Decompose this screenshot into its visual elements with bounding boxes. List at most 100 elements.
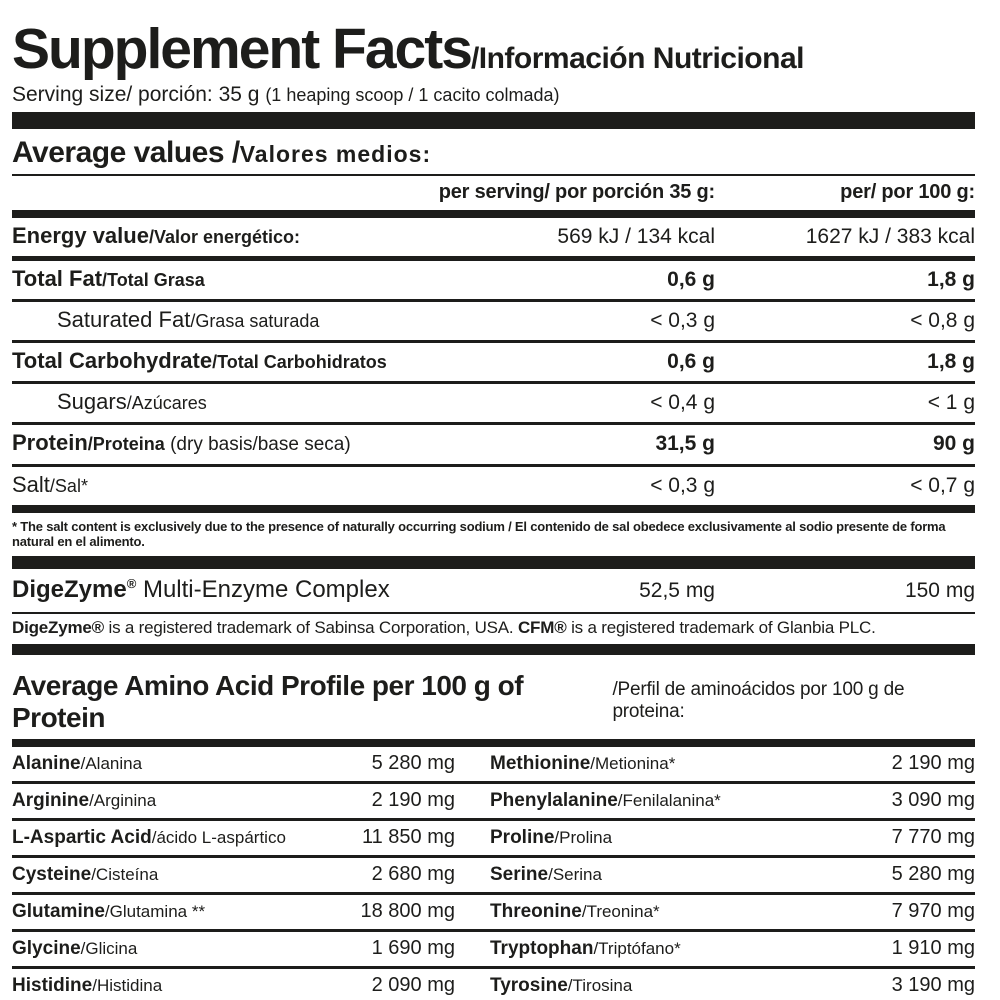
nutrient-row: Sugars/Azúcares < 0,4 g < 1 g: [12, 384, 975, 422]
digezyme-complex-text: Multi-Enzyme Complex: [136, 576, 390, 604]
nutrient-value-per-serving: < 0,3 g: [650, 474, 715, 498]
nutrient-value-per-serving: 0,6 g: [667, 350, 715, 374]
nutrient-value-per-100g: < 0,7 g: [910, 474, 975, 498]
nutrient-name-note: (dry basis/base seca): [164, 434, 351, 456]
amino-name-spanish: /Metionina*: [590, 754, 676, 774]
amino-name-left: Arginine/Arginina: [12, 790, 305, 812]
nutrient-name-english: Salt: [12, 472, 50, 498]
nutrient-name-english: Saturated Fat: [57, 307, 191, 333]
average-values-english: Average values /: [12, 136, 240, 170]
nutrient-value-per-serving: 569 kJ / 134 kcal: [557, 225, 715, 249]
amino-name-left: Alanine/Alanina: [12, 753, 305, 775]
amino-acid-table: Alanine/Alanina 5 280 mg Methionine/Metion…: [12, 747, 975, 1000]
nutrient-name-spanish: /Total Grasa: [102, 270, 205, 291]
nutrient-row: Saturated Fat/Grasa saturada < 0,3 g < 0,8…: [12, 302, 975, 340]
amino-name-english: Arginine: [12, 790, 90, 812]
amino-name-english: Methionine: [490, 753, 591, 775]
nutrient-row: Energy value/Valor energético: 569 kJ / 1…: [12, 218, 975, 256]
divider-rule: [12, 299, 975, 303]
amino-value-left: 18 800 mg: [360, 900, 455, 923]
divider-rule: [12, 818, 975, 822]
amino-row: Alanine/Alanina 5 280 mg Methionine/Metion…: [12, 747, 975, 781]
divider-rule: [12, 892, 975, 896]
divider-rule: [12, 174, 975, 177]
divider-rule: [12, 966, 975, 970]
amino-name-english: Serine: [490, 864, 549, 886]
amino-name-spanish: /Cisteína: [91, 865, 159, 885]
amino-name-english: Cysteine: [12, 864, 92, 886]
divider-rule: [12, 929, 975, 933]
amino-name-spanish: /Triptófano*: [593, 939, 681, 959]
trademark-digezyme: DigeZyme®: [12, 618, 104, 638]
nutrient-value-per-serving: 31,5 g: [655, 432, 715, 456]
amino-value-right: 7 970 mg: [891, 900, 975, 923]
nutrient-value-per-serving: 0,6 g: [667, 268, 715, 292]
nutrient-name-english: Sugars: [57, 389, 127, 415]
nutrient-name-english: Energy value: [12, 223, 149, 249]
divider-rule: [12, 340, 975, 344]
amino-name-spanish: /Tirosina: [567, 976, 633, 996]
amino-value-left: 2 680 mg: [371, 863, 455, 886]
salt-footnote: * The salt content is exclusively due to…: [12, 519, 946, 550]
average-values-heading: Average values / Valores medios:: [12, 129, 975, 174]
nutrient-name-english: Total Fat: [12, 266, 103, 292]
digezyme-brand: DigeZyme: [12, 576, 127, 604]
digezyme-value-per-serving: 52,5 mg: [639, 579, 715, 603]
amino-row: Arginine/Arginina 2 190 mg Phenylalanine/F…: [12, 784, 975, 818]
amino-row: Cysteine/Cisteína 2 680 mg Serine/Serina 5 …: [12, 858, 975, 892]
digezyme-row: DigeZyme® Multi-Enzyme Complex 52,5 mg 1…: [12, 569, 975, 612]
divider-bar: [12, 739, 975, 748]
trademark-text-2: is a registered trademark of Glanbia PLC…: [566, 618, 876, 638]
nutrient-name: Saturated Fat/Grasa saturada: [12, 308, 415, 333]
nutrient-value-per-100g: 1627 kJ / 383 kcal: [805, 225, 975, 249]
column-headers: per serving/ por porción 35 g: per/ por …: [12, 176, 975, 210]
amino-row: Glycine/Glicina 1 690 mg Tryptophan/Triptó…: [12, 932, 975, 966]
amino-name-english: Alanine: [12, 753, 81, 775]
serving-size-note: (1 heaping scoop / 1 cacito colmada): [265, 85, 560, 106]
amino-name-spanish: /Histidina: [92, 976, 163, 996]
amino-name-spanish: /Arginina: [89, 791, 157, 811]
nutrient-row: Total Carbohydrate/Total Carbohidratos 0,…: [12, 343, 975, 381]
amino-heading-spanish: /Perfil de aminoácidos por 100 g de prot…: [612, 679, 905, 723]
amino-name-spanish: /Treonina*: [581, 902, 660, 922]
amino-name-spanish: /Serina: [548, 865, 602, 885]
nutrient-name-english: Total Carbohydrate: [12, 348, 213, 374]
trademark-text-1: is a registered trademark of Sabinsa Cor…: [103, 618, 518, 638]
amino-name-spanish: /Prolina: [554, 828, 613, 848]
nutrient-value-per-serving: < 0,4 g: [650, 391, 715, 415]
amino-name-english: Glutamine: [12, 901, 105, 923]
registered-trademark-symbol: ®: [126, 576, 137, 592]
amino-name-right: Serine/Serina: [455, 864, 725, 886]
nutrient-name: Salt/Sal*: [12, 473, 415, 498]
amino-name-english: L-Aspartic Acid: [12, 827, 152, 849]
amino-row: Glutamine/Glutamina ** 18 800 mg Threonine…: [12, 895, 975, 929]
amino-value-right: 1 910 mg: [891, 937, 975, 960]
nutrient-row: Total Fat/Total Grasa 0,6 g 1,8 g: [12, 261, 975, 299]
amino-value-left: 2 190 mg: [371, 789, 455, 812]
nutrient-value-per-100g: < 1 g: [927, 391, 975, 415]
amino-value-left: 1 690 mg: [371, 937, 455, 960]
digezyme-name: DigeZyme® Multi-Enzyme Complex: [12, 576, 415, 604]
amino-name-english: Tyrosine: [490, 975, 568, 997]
divider-rule: [12, 855, 975, 859]
nutrition-table: Energy value/Valor energético: 569 kJ / 1…: [12, 218, 975, 505]
divider-rule: [12, 464, 975, 468]
amino-name-english: Histidine: [12, 975, 93, 997]
nutrient-value-per-100g: 1,8 g: [927, 350, 975, 374]
amino-name-left: Glutamine/Glutamina **: [12, 901, 305, 923]
amino-name-left: L-Aspartic Acid/ácido L-aspártico: [12, 827, 305, 849]
nutrient-name-spanish: /Total Carbohidratos: [212, 352, 387, 373]
trademark-cfm: CFM®: [517, 618, 567, 638]
amino-name-spanish: /Glicina: [80, 939, 138, 959]
amino-name-english: Proline: [490, 827, 555, 849]
trademark-line: DigeZyme® is a registered trademark of S…: [12, 614, 975, 644]
amino-name-spanish: /Glutamina **: [104, 902, 206, 922]
nutrient-row: Protein/Proteina (dry basis/base seca) 31…: [12, 425, 975, 464]
amino-name-english: Glycine: [12, 938, 81, 960]
amino-name-spanish: /Alanina: [80, 754, 143, 774]
nutrient-value-per-100g: 1,8 g: [927, 268, 975, 292]
amino-value-left: 2 090 mg: [371, 974, 455, 997]
nutrient-value-per-serving: < 0,3 g: [650, 309, 715, 333]
amino-value-left: 5 280 mg: [371, 752, 455, 775]
